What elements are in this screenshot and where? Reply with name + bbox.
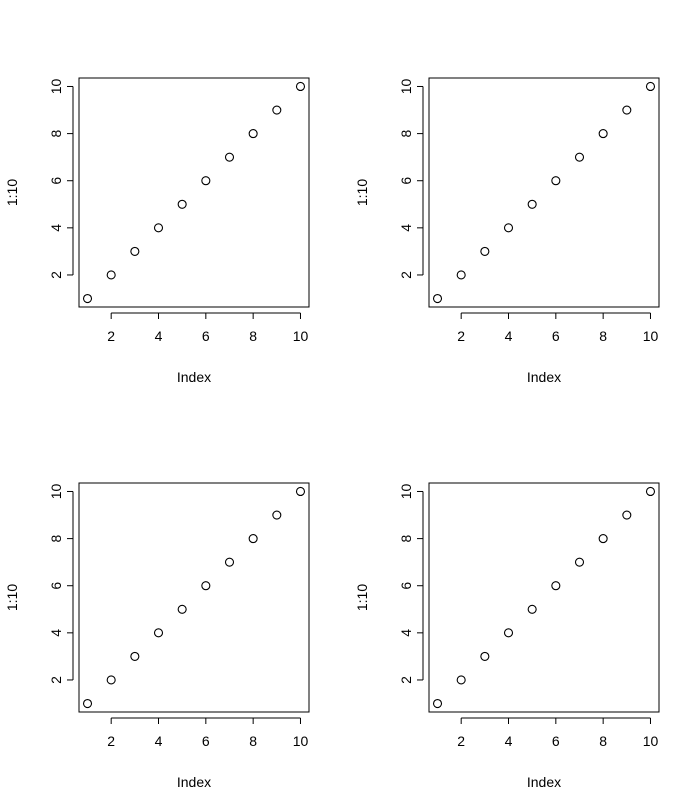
y-axis-title: 1:10 (354, 179, 370, 206)
x-tick-label: 6 (552, 328, 560, 344)
x-tick-label: 6 (552, 733, 560, 749)
x-tick-label: 10 (293, 328, 309, 344)
data-point (480, 651, 490, 661)
data-point (622, 105, 632, 115)
data-point (177, 604, 187, 614)
x-tick-label: 8 (249, 733, 257, 749)
data-point (106, 675, 116, 685)
x-tick-label: 2 (457, 328, 465, 344)
data-point (598, 534, 608, 544)
y-tick-label: 10 (48, 483, 64, 499)
data-point (574, 557, 585, 567)
x-axis-title: Index (177, 774, 211, 790)
data-point (201, 581, 211, 591)
y-tick-label: 4 (48, 224, 64, 232)
data-point (153, 223, 164, 233)
data-point (224, 152, 235, 162)
x-tick-label: 6 (202, 328, 210, 344)
y-axis-title: 1:10 (4, 179, 20, 206)
x-tick-label: 4 (155, 328, 163, 344)
scatter-panel-2: 2 4 6 8 10 2 4 6 8 10 Index 1:10 (354, 77, 660, 385)
x-tick-label: 10 (293, 733, 309, 749)
y-tick-label: 6 (398, 177, 414, 185)
y-tick-label: 8 (48, 129, 64, 137)
y-tick-label: 6 (398, 582, 414, 590)
scatter-panel-4: 2 4 6 8 10 2 4 6 8 10 Index 1:10 (354, 482, 660, 790)
data-point (82, 698, 93, 709)
data-point (503, 628, 514, 638)
y-axis-title: 1:10 (4, 584, 20, 611)
y-axis-title: 1:10 (354, 584, 370, 611)
plot-frame (428, 482, 660, 713)
data-point (432, 698, 443, 709)
data-point (456, 270, 466, 280)
x-tick-label: 2 (107, 733, 115, 749)
data-point (130, 246, 140, 256)
data-point (622, 510, 632, 520)
x-tick-label: 8 (599, 328, 607, 344)
y-tick-label: 10 (48, 78, 64, 94)
data-point (130, 651, 140, 661)
x-axis-title: Index (177, 369, 211, 385)
y-tick-label: 8 (48, 534, 64, 542)
x-tick-label: 4 (505, 328, 513, 344)
data-point (432, 293, 443, 304)
y-tick-label: 4 (398, 224, 414, 232)
y-tick-label: 10 (398, 483, 414, 499)
data-point (177, 199, 187, 209)
data-point (645, 486, 656, 497)
data-point (551, 176, 561, 186)
data-point (201, 176, 211, 186)
y-tick-label: 6 (48, 582, 64, 590)
plot-frame (428, 77, 660, 308)
x-tick-label: 2 (457, 733, 465, 749)
data-point (106, 270, 116, 280)
data-point (503, 223, 514, 233)
y-tick-label: 2 (398, 676, 414, 684)
x-tick-label: 8 (599, 733, 607, 749)
x-tick-label: 10 (643, 328, 659, 344)
y-tick-label: 8 (398, 129, 414, 137)
data-point (480, 246, 490, 256)
data-point (295, 81, 306, 92)
data-point (248, 129, 258, 139)
data-point (272, 105, 282, 115)
data-point (574, 152, 585, 162)
data-point (598, 129, 608, 139)
data-point (295, 486, 306, 497)
y-tick-label: 2 (48, 271, 64, 279)
data-point (153, 628, 164, 638)
y-tick-label: 10 (398, 78, 414, 94)
y-tick-label: 8 (398, 534, 414, 542)
plot-frame (78, 482, 310, 713)
data-point (456, 675, 466, 685)
data-point (82, 293, 93, 304)
x-axis-title: Index (527, 369, 561, 385)
scatter-panel-1: 2 4 6 8 10 2 4 6 8 10 Index 1:10 (4, 77, 310, 385)
data-point (551, 581, 561, 591)
y-tick-label: 6 (48, 177, 64, 185)
x-tick-label: 8 (249, 328, 257, 344)
x-tick-label: 4 (505, 733, 513, 749)
data-point (272, 510, 282, 520)
data-point (527, 199, 537, 209)
data-point (224, 557, 235, 567)
plot-frame (78, 77, 310, 308)
x-tick-label: 4 (155, 733, 163, 749)
y-tick-label: 2 (398, 271, 414, 279)
x-axis-title: Index (527, 774, 561, 790)
data-point (645, 81, 656, 92)
scatter-panel-3: 2 4 6 8 10 2 4 6 8 10 Index 1:10 (4, 482, 310, 790)
x-tick-label: 2 (107, 328, 115, 344)
y-tick-label: 4 (398, 629, 414, 637)
x-tick-label: 6 (202, 733, 210, 749)
data-point (248, 534, 258, 544)
y-tick-label: 4 (48, 629, 64, 637)
data-point (527, 604, 537, 614)
x-tick-label: 10 (643, 733, 659, 749)
y-tick-label: 2 (48, 676, 64, 684)
